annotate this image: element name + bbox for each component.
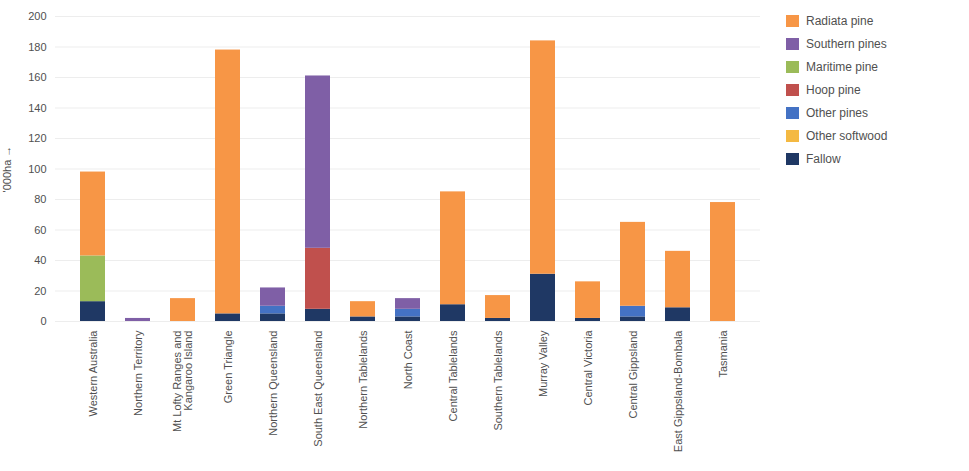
html-text:Southern pines: Southern pines: [806, 37, 887, 51]
svg-text:Central Gippsland: Central Gippsland: [627, 331, 639, 419]
svg-text:80: 80: [34, 193, 46, 205]
svg-text:Southern Tablelands: Southern Tablelands: [492, 330, 504, 431]
svg-text:140: 140: [28, 102, 46, 114]
svg-text:Western Australia: Western Australia: [87, 330, 99, 417]
svg-text:180: 180: [28, 41, 46, 53]
svg-text:200: 200: [28, 10, 46, 22]
svg-text:100: 100: [28, 163, 46, 175]
svg-text:Central Tablelands: Central Tablelands: [447, 330, 459, 421]
svg-text:'000ha →: '000ha →: [1, 146, 13, 193]
svg-text:60: 60: [34, 224, 46, 236]
html-text:Other pines: Other pines: [806, 106, 868, 120]
svg-text:Mt Lofty Ranges andKangaroo Is: Mt Lofty Ranges andKangaroo Island: [171, 331, 194, 433]
svg-text:Northern Queensland: Northern Queensland: [267, 331, 279, 436]
svg-text:Northern Tablelands: Northern Tablelands: [357, 330, 369, 429]
svg-text:East Gippsland-Bombala: East Gippsland-Bombala: [672, 330, 684, 453]
html-text:Radiata pine: Radiata pine: [806, 14, 874, 28]
svg-text:Northern Territory: Northern Territory: [132, 330, 144, 416]
html-text:Fallow: Fallow: [806, 152, 841, 166]
svg-text:Central Victoria: Central Victoria: [582, 330, 594, 406]
svg-text:Tasmania: Tasmania: [717, 330, 729, 378]
svg-text:0: 0: [40, 315, 46, 327]
svg-text:South East Queensland: South East Queensland: [312, 331, 324, 447]
svg-text:Green Triangle: Green Triangle: [222, 331, 234, 404]
html-text:Hoop pine: Hoop pine: [806, 83, 861, 97]
svg-text:North Coast: North Coast: [402, 331, 414, 390]
svg-text:120: 120: [28, 132, 46, 144]
html-text:Other softwood: Other softwood: [806, 129, 888, 143]
svg-text:20: 20: [34, 285, 46, 297]
svg-text:40: 40: [34, 254, 46, 266]
html-text:Maritime pine: Maritime pine: [806, 60, 878, 74]
svg-text:160: 160: [28, 71, 46, 83]
svg-text:Murray Valley: Murray Valley: [537, 330, 549, 397]
